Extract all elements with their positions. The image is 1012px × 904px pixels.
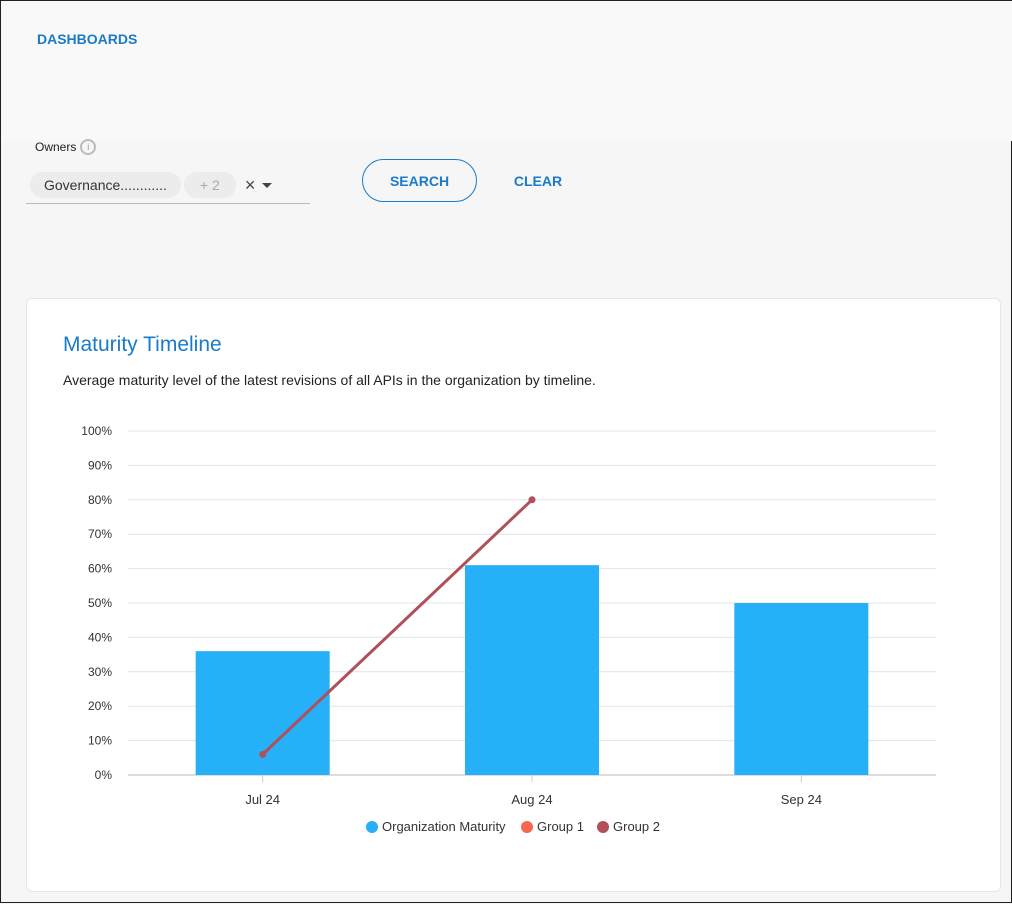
y-tick-label: 50%	[88, 596, 112, 610]
owners-label-text: Owners	[35, 140, 77, 154]
x-tick-label: Sep 24	[781, 792, 822, 807]
y-tick-label: 30%	[88, 665, 112, 679]
header-area	[1, 1, 1012, 141]
y-tick-label: 80%	[88, 493, 112, 507]
nav-dashboards[interactable]: DASHBOARDS	[37, 31, 138, 47]
card-subtitle: Average maturity level of the latest rev…	[63, 372, 596, 388]
card-title: Maturity Timeline	[63, 333, 222, 356]
legend-label: Group 2	[613, 819, 660, 834]
chevron-down-icon[interactable]	[262, 182, 273, 188]
line-group-2	[261, 498, 534, 756]
bar-aug-24	[465, 565, 599, 775]
owners-select[interactable]: Governance............ + 2 ×	[26, 167, 310, 204]
y-tick-label: 20%	[88, 699, 112, 713]
search-button[interactable]: SEARCH	[362, 159, 477, 202]
legend-marker-icon	[597, 821, 609, 833]
clear-button[interactable]: CLEAR	[503, 159, 573, 202]
legend-marker-icon	[366, 821, 378, 833]
info-icon[interactable]: i	[80, 139, 97, 155]
y-tick-label: 100%	[81, 424, 112, 438]
x-tick-label: Aug 24	[511, 792, 552, 807]
legend-label: Organization Maturity	[382, 819, 506, 834]
y-tick-label: 70%	[88, 527, 112, 541]
more-owners-chip[interactable]: + 2	[183, 172, 236, 198]
point-group-2	[528, 496, 536, 504]
y-tick-label: 0%	[95, 768, 113, 782]
legend-label: Group 1	[537, 819, 584, 834]
y-tick-label: 60%	[88, 562, 112, 576]
legend-marker-icon	[521, 821, 533, 833]
owner-chip[interactable]: Governance............	[30, 172, 181, 198]
clear-selection-icon[interactable]: ×	[244, 174, 256, 195]
y-tick-label: 10%	[88, 734, 112, 748]
x-tick-label: Jul 24	[245, 792, 280, 807]
owners-label: Owners i	[35, 139, 97, 155]
y-tick-label: 90%	[88, 458, 112, 472]
point-group-2	[259, 750, 267, 758]
y-tick-label: 40%	[88, 630, 112, 644]
bar-sep-24	[734, 603, 869, 775]
